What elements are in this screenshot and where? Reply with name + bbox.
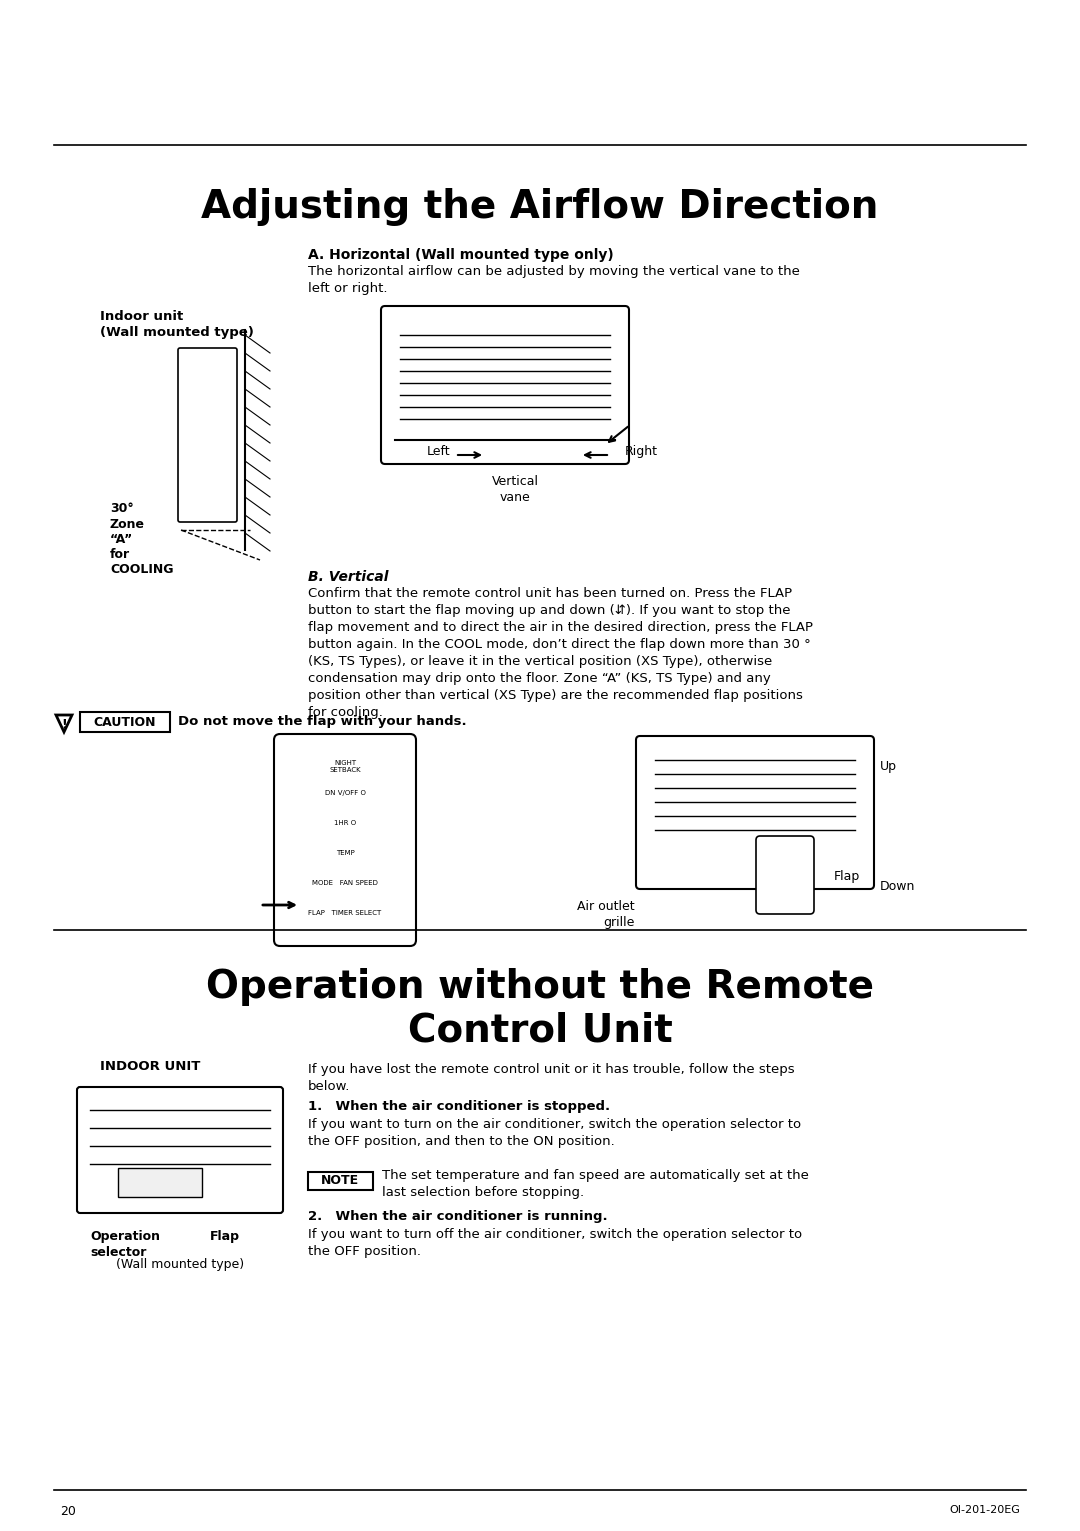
Text: Left: Left <box>427 446 450 458</box>
Text: MODE   FAN SPEED: MODE FAN SPEED <box>312 880 378 886</box>
Text: 30°: 30° <box>110 502 134 514</box>
Text: DN V/OFF O: DN V/OFF O <box>325 790 365 796</box>
Text: Vertical
vane: Vertical vane <box>491 475 539 504</box>
FancyBboxPatch shape <box>636 736 874 890</box>
Text: TEMP: TEMP <box>336 850 354 856</box>
Text: Zone
“A”
for
COOLING: Zone “A” for COOLING <box>110 517 174 576</box>
Text: 1HR O: 1HR O <box>334 821 356 827</box>
Text: If you want to turn off the air conditioner, switch the operation selector to
th: If you want to turn off the air conditio… <box>308 1228 802 1258</box>
Text: B. Vertical: B. Vertical <box>308 570 389 583</box>
Text: NIGHT
SETBACK: NIGHT SETBACK <box>329 759 361 773</box>
FancyBboxPatch shape <box>274 733 416 946</box>
Text: If you have lost the remote control unit or it has trouble, follow the steps
bel: If you have lost the remote control unit… <box>308 1063 795 1093</box>
Text: 2. When the air conditioner is running.: 2. When the air conditioner is running. <box>308 1209 608 1223</box>
Text: FLAP   TIMER SELECT: FLAP TIMER SELECT <box>309 909 381 916</box>
Text: A. Horizontal (Wall mounted type only): A. Horizontal (Wall mounted type only) <box>308 248 613 262</box>
FancyBboxPatch shape <box>308 1173 373 1190</box>
Text: Down: Down <box>880 880 916 893</box>
Text: Adjusting the Airflow Direction: Adjusting the Airflow Direction <box>201 188 879 227</box>
FancyBboxPatch shape <box>80 712 170 732</box>
FancyBboxPatch shape <box>77 1087 283 1213</box>
Text: Air outlet
grille: Air outlet grille <box>578 900 635 929</box>
Text: Right: Right <box>625 446 658 458</box>
Text: OI-201-20EG: OI-201-20EG <box>949 1505 1020 1516</box>
Text: Flap: Flap <box>210 1229 240 1243</box>
Text: The horizontal airflow can be adjusted by moving the vertical vane to the
left o: The horizontal airflow can be adjusted b… <box>308 265 800 295</box>
FancyBboxPatch shape <box>381 306 629 464</box>
Text: Operation without the Remote
Control Unit: Operation without the Remote Control Uni… <box>206 968 874 1050</box>
Text: !: ! <box>62 718 67 730</box>
Text: Up: Up <box>880 759 897 773</box>
Text: Indoor unit
(Wall mounted type): Indoor unit (Wall mounted type) <box>100 309 254 338</box>
Text: The set temperature and fan speed are automatically set at the
last selection be: The set temperature and fan speed are au… <box>382 1170 809 1199</box>
Text: CAUTION: CAUTION <box>94 715 157 729</box>
Text: Operation
selector: Operation selector <box>90 1229 160 1258</box>
Text: Do not move the flap with your hands.: Do not move the flap with your hands. <box>178 715 467 729</box>
FancyBboxPatch shape <box>756 836 814 914</box>
FancyBboxPatch shape <box>118 1168 202 1197</box>
Text: NOTE: NOTE <box>321 1174 359 1188</box>
Text: INDOOR UNIT: INDOOR UNIT <box>100 1059 201 1073</box>
Text: Confirm that the remote control unit has been turned on. Press the FLAP
button t: Confirm that the remote control unit has… <box>308 586 813 720</box>
FancyBboxPatch shape <box>178 348 237 522</box>
Text: Flap: Flap <box>834 870 860 883</box>
Text: If you want to turn on the air conditioner, switch the operation selector to
the: If you want to turn on the air condition… <box>308 1118 801 1148</box>
Text: (Wall mounted type): (Wall mounted type) <box>116 1258 244 1271</box>
Text: 1. When the air conditioner is stopped.: 1. When the air conditioner is stopped. <box>308 1099 610 1113</box>
Text: 20: 20 <box>60 1505 76 1519</box>
